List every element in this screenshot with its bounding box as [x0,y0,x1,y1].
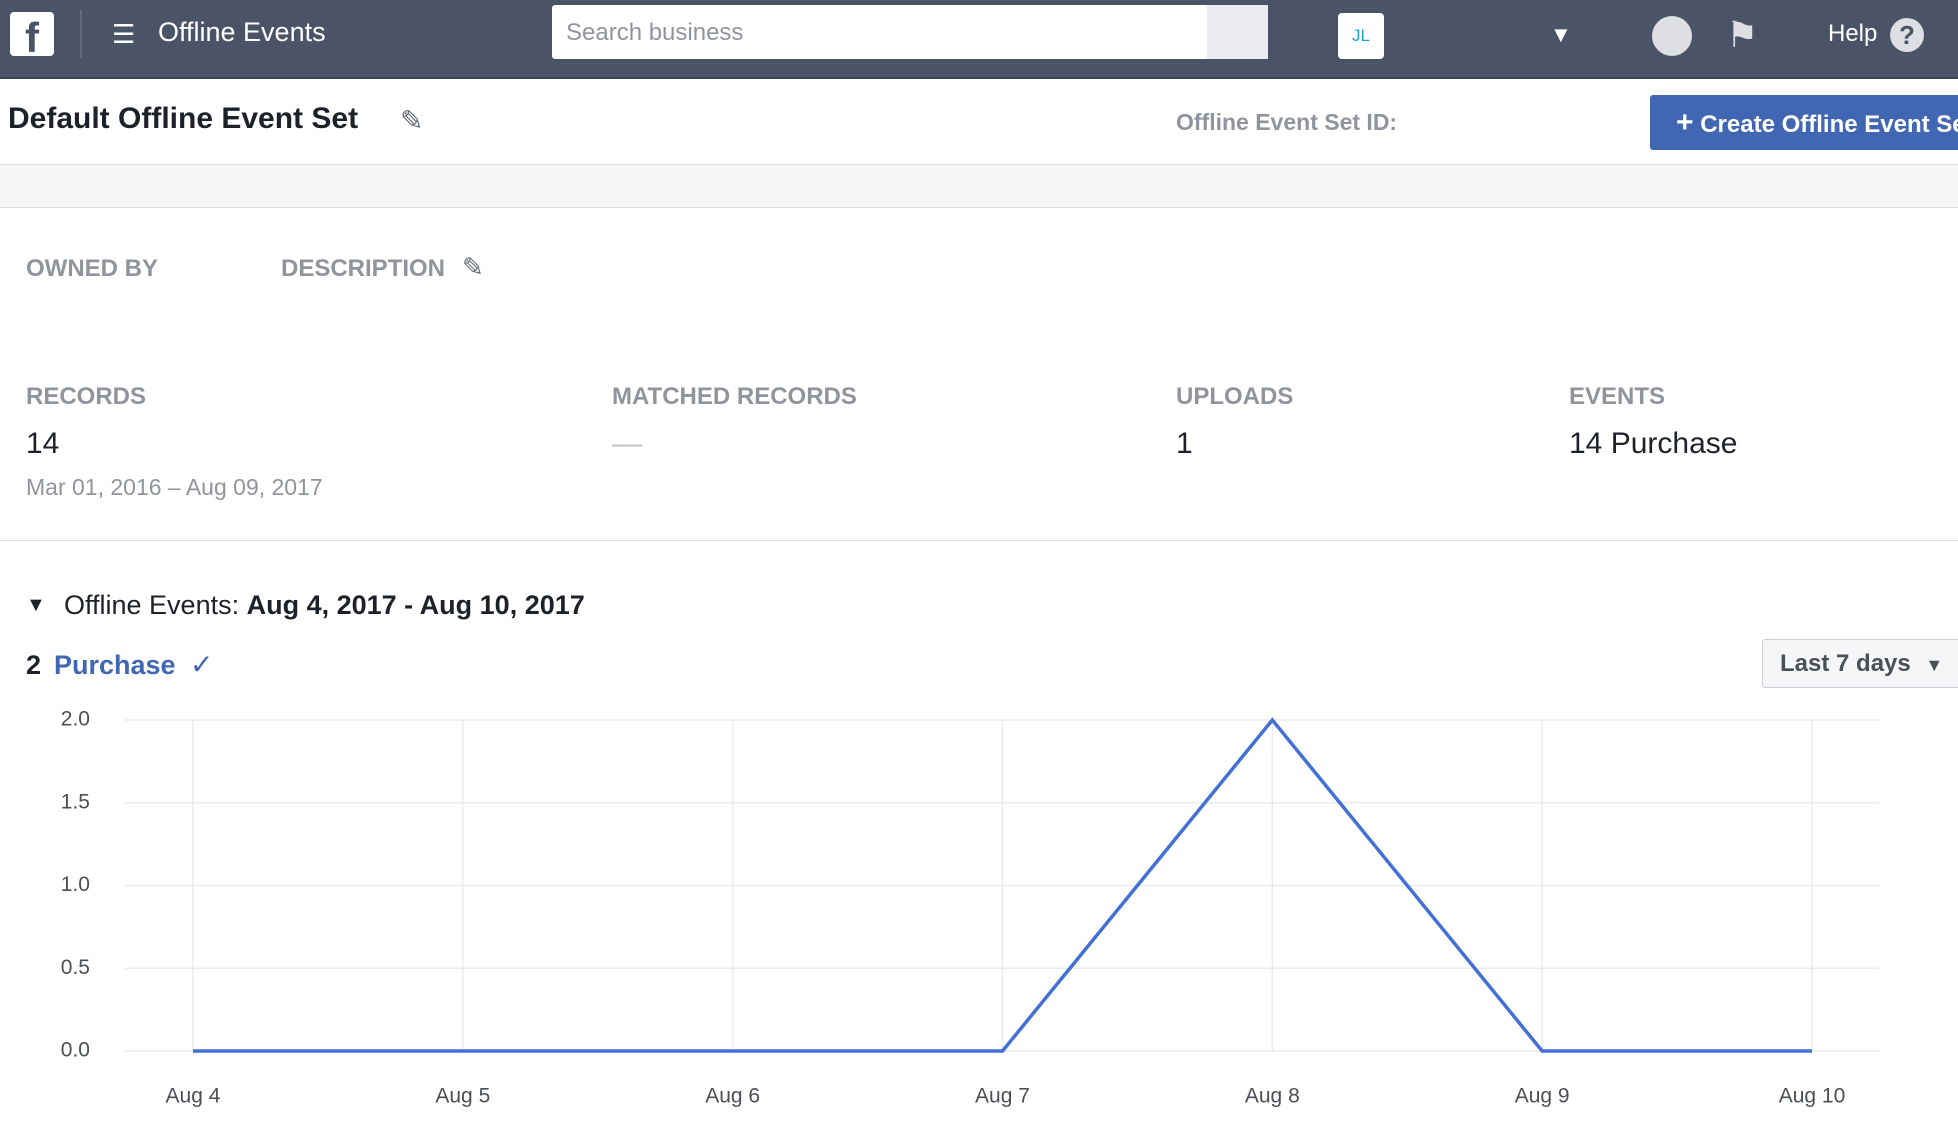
x-tick-label: Aug 10 [1779,1085,1846,1108]
dropdown-arrow[interactable]: ▼ [1550,22,1572,47]
toolbar-strip [0,164,1958,208]
flag-icon[interactable]: ⚑ [1726,14,1759,55]
page-title: Default Offline Event Set [8,102,359,135]
create-label: Create Offline Event Set [1700,111,1958,138]
section-label: Offline Events: [64,590,240,620]
avatar[interactable]: JL [1338,13,1384,59]
help-icon[interactable]: ? [1890,18,1924,52]
x-tick-label: Aug 8 [1245,1085,1300,1108]
section-range: Aug 4, 2017 - Aug 10, 2017 [246,590,585,620]
dropdown-arrow: ▼ [1925,655,1944,675]
x-tick-label: Aug 5 [435,1085,490,1108]
check-icon: ✓ [190,649,214,680]
y-tick-label: 0.0 [61,1039,90,1062]
globe-icon[interactable] [1652,16,1692,56]
stat-value: 14 [26,427,60,460]
divider [80,10,82,58]
y-tick-label: 1.5 [61,790,90,813]
description-label: DESCRIPTION [281,255,446,282]
section-title: Offline Events: Aug 4, 2017 - Aug 10, 20… [64,590,585,621]
create-button[interactable]: + Create Offline Event Set [1650,95,1958,150]
stat-label: EVENTS [1569,383,1666,410]
help-link[interactable]: Help [1828,20,1878,47]
search-placeholder: Search business [566,19,744,46]
x-tick-label: Aug 6 [705,1085,760,1108]
period-select[interactable]: Last 7 days ▼ [1762,639,1958,688]
search-button[interactable] [1207,5,1268,59]
owned-by-label: OWNED BY [26,255,158,282]
event-count: 2 [26,650,42,680]
menu-icon[interactable]: ☰ [112,19,136,49]
y-tick-label: 0.5 [61,956,90,979]
stat-label: UPLOADS [1176,383,1294,410]
plus-icon: + [1676,106,1694,139]
stat-sub: Mar 01, 2016 – Aug 09, 2017 [26,474,323,500]
nav-title: Offline Events [158,17,326,47]
x-tick-label: Aug 7 [975,1085,1030,1108]
period-label: Last 7 days [1780,650,1911,677]
y-tick-label: 2.0 [61,708,90,731]
y-tick-label: 1.0 [61,873,90,896]
search-box[interactable] [552,5,1268,59]
edit-icon[interactable]: ✎ [462,252,484,282]
stat-label: MATCHED RECORDS [612,383,857,410]
x-tick-label: Aug 9 [1515,1085,1570,1108]
stat-value: 14 Purchase [1569,427,1738,460]
fb-logo[interactable]: f [10,12,54,61]
stat-value: 1 [1176,427,1193,460]
stat-value: — [612,427,642,460]
id-label: Offline Event Set ID: [1176,109,1398,135]
x-tick-label: Aug 4 [166,1085,221,1108]
line [193,717,1812,1053]
stat-label: RECORDS [26,383,147,410]
collapse-arrow[interactable]: ▼ [26,594,46,616]
edit-icon[interactable]: ✎ [400,105,424,136]
divider [0,540,1958,541]
event-name[interactable]: Purchase [54,650,176,680]
